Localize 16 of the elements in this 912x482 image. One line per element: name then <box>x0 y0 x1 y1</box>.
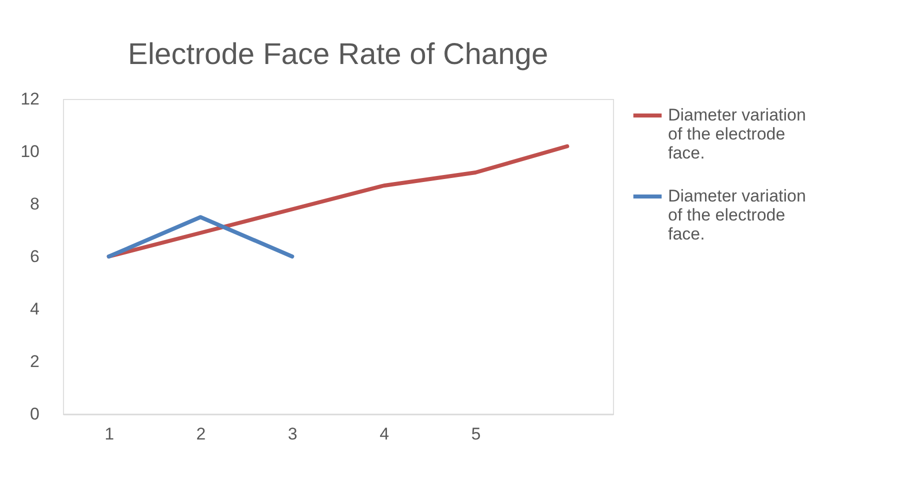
y-tick-label: 6 <box>30 247 40 266</box>
x-tick-label: 2 <box>196 424 206 444</box>
x-tick-label: 3 <box>288 424 298 444</box>
line-series <box>106 144 570 258</box>
y-tick-label: 10 <box>20 142 40 161</box>
y-tick-label: 12 <box>20 90 40 108</box>
y-tick-label: 8 <box>30 194 40 214</box>
x-tick-label: 5 <box>471 424 481 444</box>
y-tick-label: 0 <box>30 404 40 424</box>
legend-label: Diameter variation of the electrode face. <box>668 106 806 162</box>
y-tick-label: 2 <box>30 352 40 371</box>
x-tick-label: 1 <box>104 424 114 444</box>
legend-label: Diameter variation of the electrode face. <box>668 186 806 244</box>
chart-title: Electrode Face Rate of Change <box>128 38 548 71</box>
x-tick-label: 4 <box>380 424 390 444</box>
y-tick-label: 4 <box>30 300 40 318</box>
